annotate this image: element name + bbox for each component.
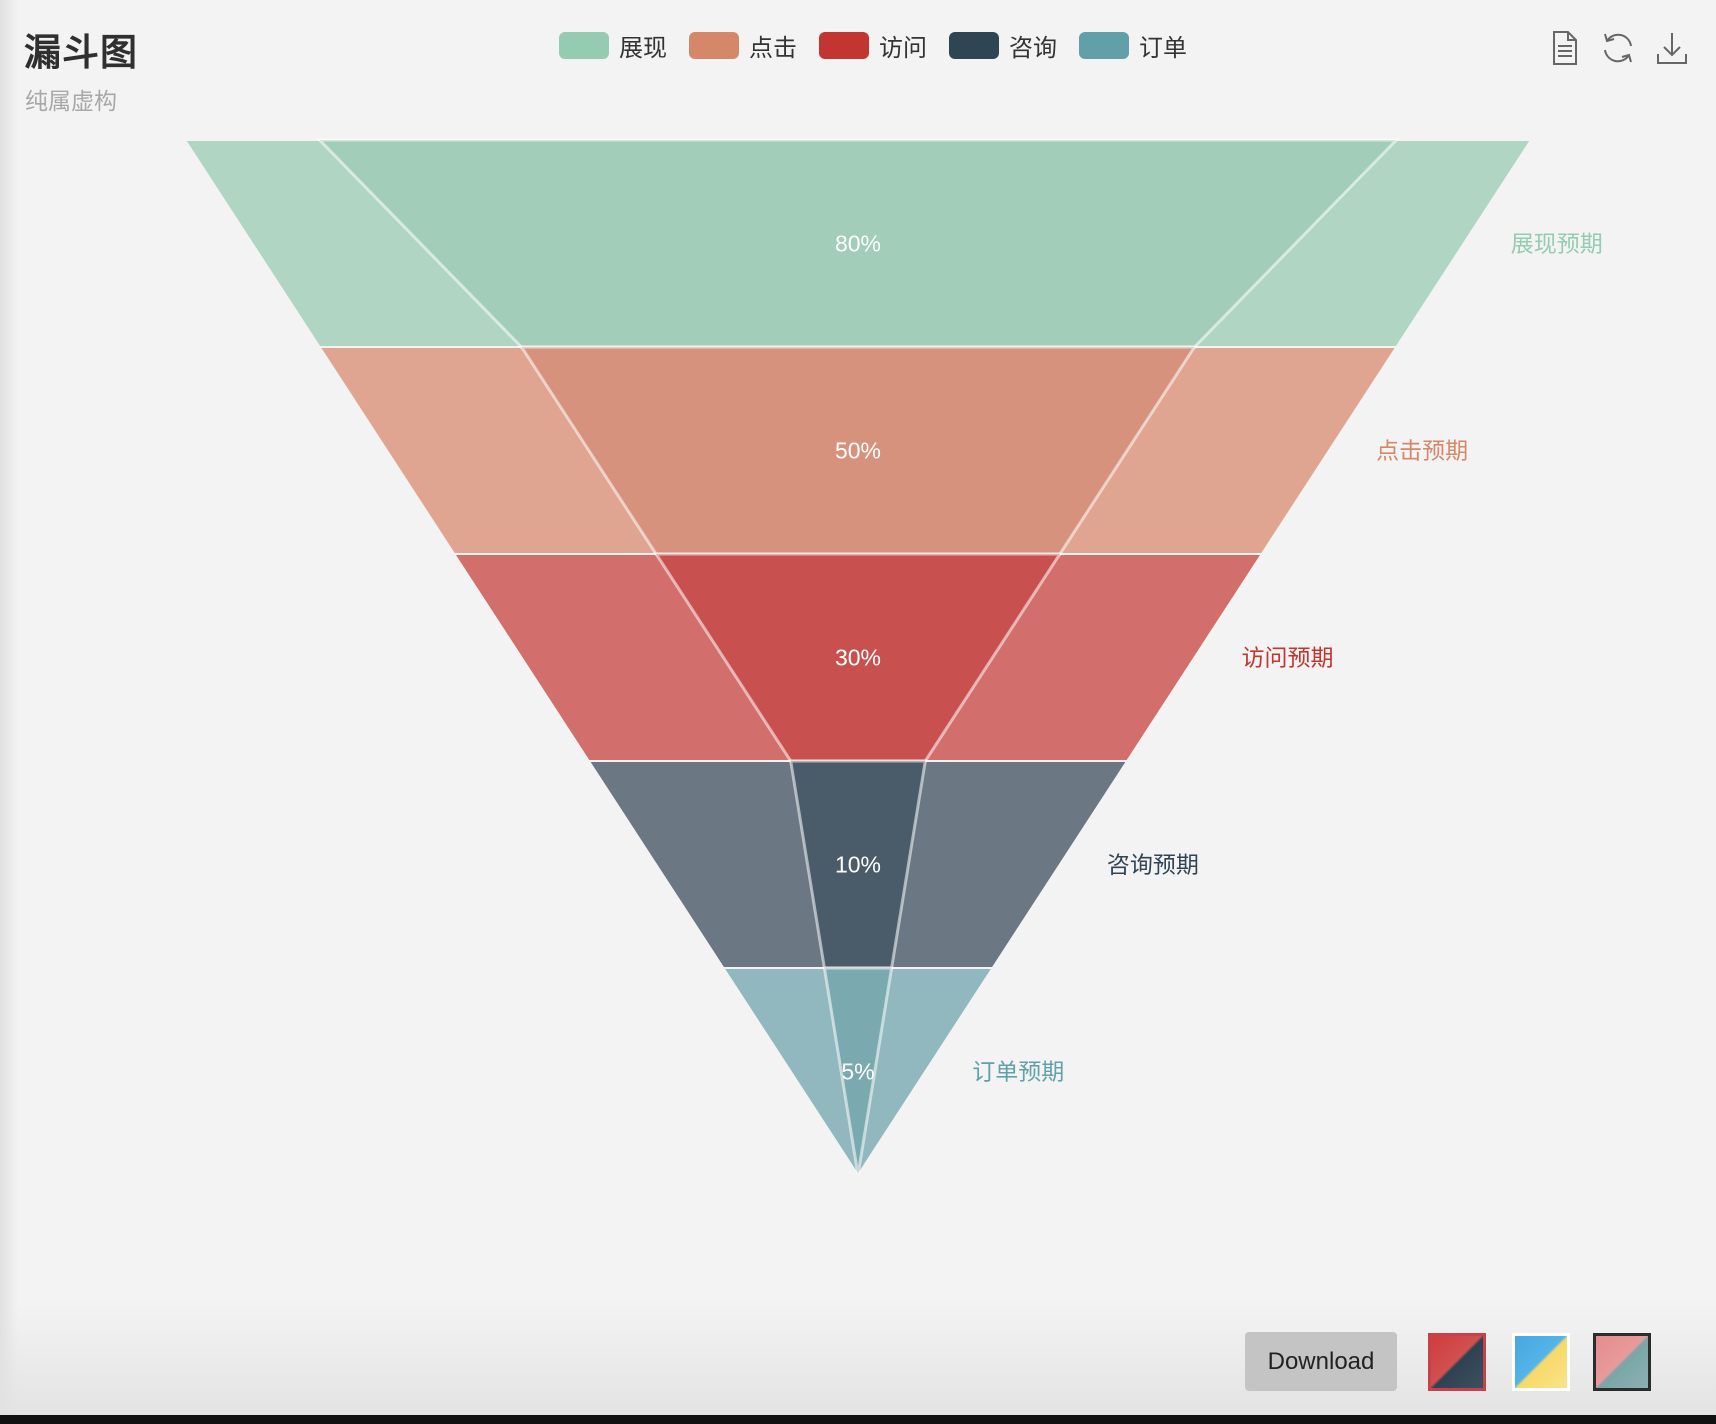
legend: 展现 点击 访问 咨询 订单 xyxy=(0,28,1716,63)
funnel-inner-segment[interactable] xyxy=(822,966,894,1176)
legend-label: 点击 xyxy=(749,34,797,62)
funnel-outer-label: 咨询预期 xyxy=(1107,853,1199,879)
legend-item-3[interactable]: 咨询 xyxy=(949,28,1057,63)
legend-item-1[interactable]: 点击 xyxy=(689,28,797,63)
legend-label: 展现 xyxy=(619,34,667,62)
toolbox xyxy=(1546,28,1690,68)
funnel-inner-label: 5% xyxy=(841,1059,874,1085)
theme-swatch-red-dark[interactable] xyxy=(1428,1333,1486,1391)
download-icon[interactable] xyxy=(1654,28,1690,68)
legend-swatch xyxy=(949,32,999,59)
left-edge-shadow xyxy=(0,0,18,1424)
theme-swatch-pink-teal[interactable] xyxy=(1593,1333,1651,1391)
legend-swatch xyxy=(1079,32,1129,59)
legend-swatch xyxy=(819,32,869,59)
legend-label: 咨询 xyxy=(1009,34,1057,62)
funnel-inner-label: 30% xyxy=(835,645,881,671)
legend-swatch xyxy=(689,32,739,59)
theme-swatch-blue-yellow[interactable] xyxy=(1512,1333,1570,1391)
funnel-outer-label: 展现预期 xyxy=(1511,232,1603,258)
chart-subtitle: 纯属虚构 xyxy=(25,89,117,115)
refresh-icon[interactable] xyxy=(1600,28,1636,68)
bottom-bar xyxy=(0,1415,1716,1424)
download-button[interactable]: Download xyxy=(1245,1332,1397,1391)
legend-swatch xyxy=(559,32,609,59)
funnel-outer-label: 访问预期 xyxy=(1242,646,1334,672)
legend-item-2[interactable]: 访问 xyxy=(819,28,927,63)
legend-label: 订单 xyxy=(1139,34,1187,62)
funnel-outer-label: 订单预期 xyxy=(972,1060,1064,1086)
legend-label: 访问 xyxy=(879,34,927,62)
legend-item-4[interactable]: 订单 xyxy=(1079,28,1187,63)
funnel-inner-label: 80% xyxy=(835,231,881,257)
document-icon[interactable] xyxy=(1546,28,1582,68)
funnel-outer-label: 点击预期 xyxy=(1376,439,1468,465)
chart-title: 漏斗图 xyxy=(24,31,138,74)
funnel-inner-label: 50% xyxy=(835,438,881,464)
legend-item-0[interactable]: 展现 xyxy=(559,28,667,63)
funnel-inner-label: 10% xyxy=(835,852,881,878)
